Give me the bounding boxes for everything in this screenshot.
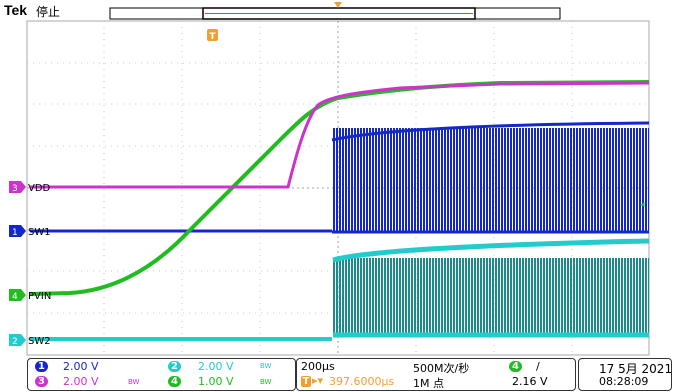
svg-text:PVIN: PVIN — [28, 291, 51, 302]
ch4-marker: 4 PVIN — [9, 289, 51, 302]
ch3-bandwidth-icon: BW — [128, 378, 140, 386]
record-length: 1M 点 — [413, 377, 444, 390]
ch2-bandwidth-icon: BW — [260, 362, 272, 370]
trigger-source-badge[interactable]: 4 — [509, 361, 522, 372]
channel-scale-box[interactable]: 1 2.00 V 2 2.00 V BW 3 2.00 V BW 4 1.00 … — [27, 358, 296, 391]
sample-rate: 500M次/秒 — [413, 362, 470, 375]
ch1-scale: 2.00 V — [63, 360, 99, 373]
ch3-waveform — [30, 81, 650, 189]
top-bar: Tek 停止 — [0, 0, 673, 22]
channel-markers[interactable]: 3 VDD 1 SW1 4 PVIN 2 SW2 — [9, 181, 51, 347]
brand-logo: Tek — [4, 2, 28, 18]
svg-text:2: 2 — [12, 337, 18, 347]
ch1-badge[interactable]: 1 — [35, 361, 48, 372]
ch2-badge[interactable]: 2 — [168, 361, 181, 372]
ch2-switching-burst — [333, 258, 649, 336]
ch4-badge[interactable]: 4 — [168, 376, 181, 387]
trigger-slope-icon: / — [536, 360, 540, 373]
svg-text:VDD: VDD — [28, 183, 51, 194]
time: 08:28:09 — [599, 375, 649, 388]
ch3-badge[interactable]: 3 — [35, 376, 48, 387]
trigger-level: 2.16 V — [512, 375, 548, 388]
svg-text:SW2: SW2 — [28, 336, 51, 347]
trigger-position-marker[interactable]: T — [207, 29, 218, 42]
svg-text:T: T — [209, 32, 216, 42]
ch2-scale: 2.00 V — [198, 360, 234, 373]
timebase-box[interactable]: 200µs T ▸▾ 397.6000µs 500M次/秒 1M 点 4 / 2… — [296, 358, 576, 391]
date: 17 5月 2021 — [599, 362, 673, 376]
acquisition-status: 停止 — [36, 5, 61, 19]
ch3-scale: 2.00 V — [63, 375, 99, 388]
ch3-marker: 3 VDD — [9, 181, 51, 194]
svg-text:1: 1 — [12, 228, 18, 238]
svg-text:4: 4 — [12, 292, 18, 302]
waveform-display[interactable]: T 3 VDD 1 SW1 4 PVIN — [0, 0, 673, 357]
svg-text:SW1: SW1 — [28, 227, 51, 238]
record-overview — [109, 2, 561, 20]
ch4-bandwidth-icon: BW — [260, 378, 272, 386]
datetime-box: 17 5月 2021 08:28:09 — [578, 358, 672, 391]
delay-arrow-icon: ▸▾ — [312, 374, 324, 387]
ch2-marker: 2 SW2 — [9, 334, 51, 347]
trigger-level-marker: ◂ — [640, 200, 645, 210]
trigger-delay-icon: T — [301, 376, 311, 387]
horizontal-delay: 397.6000µs — [329, 375, 395, 388]
ch1-switching-burst — [332, 128, 649, 233]
svg-text:3: 3 — [12, 184, 18, 194]
ch4-scale: 1.00 V — [198, 375, 234, 388]
time-per-division: 200µs — [301, 360, 335, 373]
ch1-marker: 1 SW1 — [9, 225, 51, 238]
status-panel: 1 2.00 V 2 2.00 V BW 3 2.00 V BW 4 1.00 … — [0, 357, 673, 392]
